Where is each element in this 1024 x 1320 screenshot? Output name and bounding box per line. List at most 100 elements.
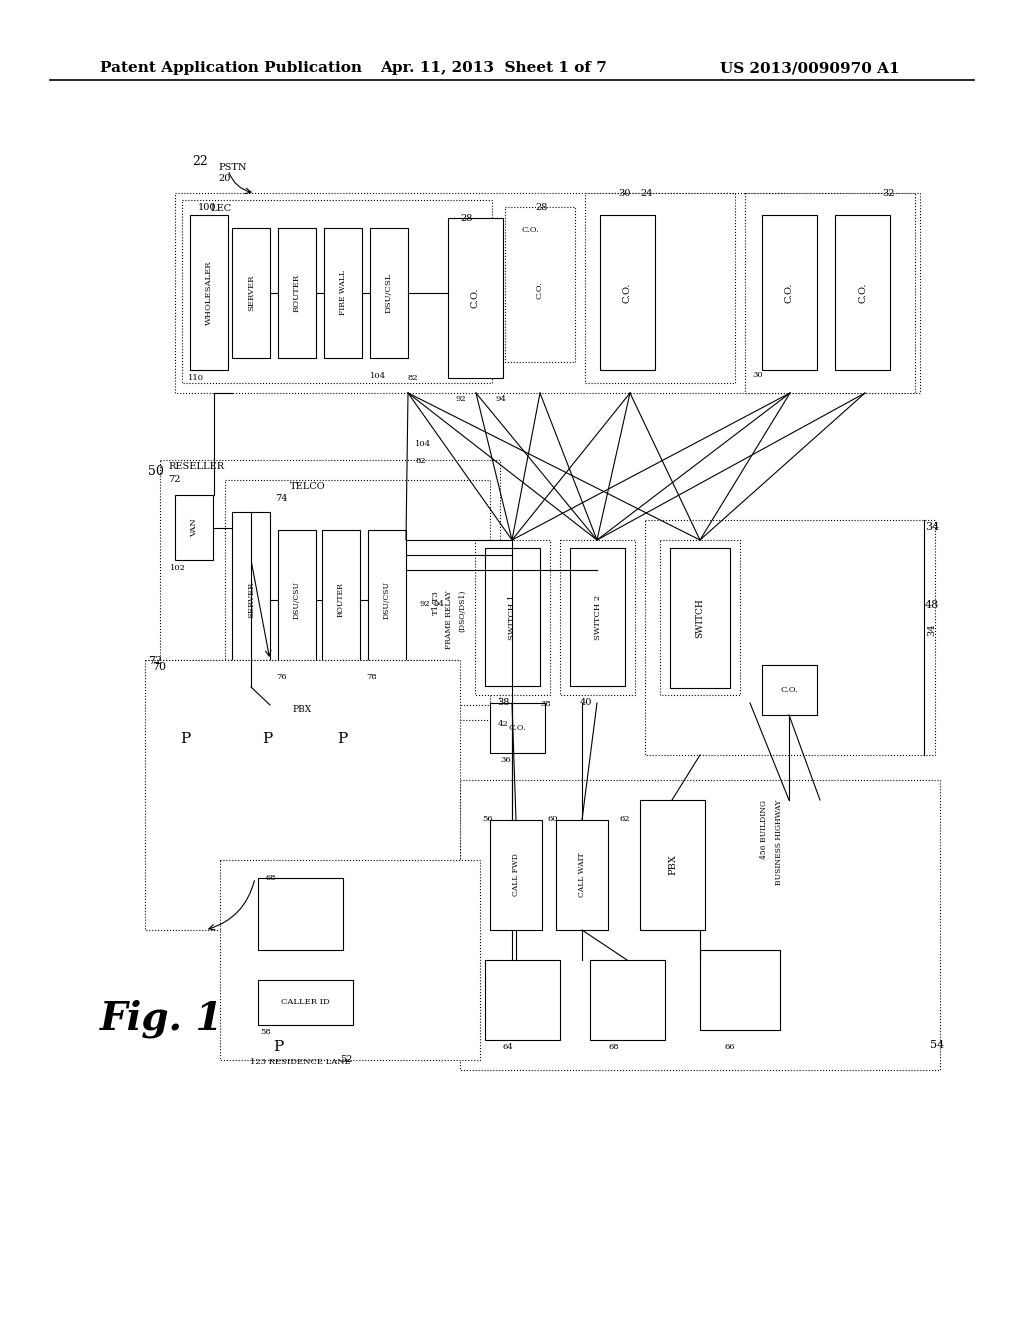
Text: 22: 22 [193, 154, 208, 168]
Text: PBX: PBX [293, 705, 312, 714]
Text: 58: 58 [260, 1028, 270, 1036]
Text: C.O.: C.O. [623, 282, 632, 302]
Bar [570, 548, 625, 686]
Text: C.O.: C.O. [780, 686, 799, 694]
Text: 20: 20 [218, 174, 230, 183]
Bar [368, 531, 406, 671]
Text: Apr. 11, 2013  Sheet 1 of 7: Apr. 11, 2013 Sheet 1 of 7 [380, 61, 607, 75]
Text: 104: 104 [370, 372, 386, 380]
Text: 36: 36 [500, 756, 511, 764]
Bar [190, 215, 228, 370]
Text: FRAME RELAY: FRAME RELAY [445, 590, 453, 648]
Text: 28: 28 [460, 214, 472, 223]
Bar [590, 960, 665, 1040]
Text: 64: 64 [503, 1043, 513, 1051]
Text: 68: 68 [265, 874, 275, 882]
Text: 38: 38 [497, 698, 509, 708]
Text: 123 RESIDENCE LANE: 123 RESIDENCE LANE [250, 1059, 351, 1067]
Text: T1/T3: T1/T3 [432, 590, 440, 615]
Text: (DSO/DS1): (DSO/DS1) [458, 590, 466, 632]
Text: 34: 34 [927, 624, 936, 636]
Text: C.O.: C.O. [471, 288, 480, 309]
Bar [225, 480, 490, 705]
Bar [232, 228, 270, 358]
Bar [475, 540, 550, 696]
Text: VAN: VAN [190, 519, 198, 537]
Text: 74: 74 [275, 494, 288, 503]
Text: 76: 76 [276, 673, 287, 681]
Text: 104: 104 [415, 440, 431, 447]
Text: ROUTER: ROUTER [337, 582, 345, 618]
Text: 72: 72 [168, 475, 180, 484]
Bar [645, 520, 935, 755]
Text: 60: 60 [548, 814, 558, 822]
Text: 68: 68 [608, 1043, 620, 1051]
Text: PSTN: PSTN [218, 162, 247, 172]
Text: 110: 110 [188, 374, 204, 381]
Text: 72: 72 [148, 656, 162, 667]
Bar [485, 548, 540, 686]
Text: C.O.: C.O. [509, 723, 526, 733]
Bar [160, 459, 500, 719]
Bar [148, 660, 458, 861]
Bar [460, 780, 940, 1071]
Text: C.O.: C.O. [858, 282, 867, 302]
Text: 94: 94 [433, 601, 443, 609]
Bar [762, 215, 817, 370]
Bar [660, 540, 740, 696]
Text: C.O.: C.O. [536, 281, 544, 298]
Bar [165, 668, 220, 726]
Bar [600, 215, 655, 370]
Text: P: P [337, 733, 347, 746]
Text: 70: 70 [152, 663, 166, 672]
Text: US 2013/0090970 A1: US 2013/0090970 A1 [720, 61, 900, 75]
Text: RESELLER: RESELLER [168, 462, 224, 471]
Text: 102: 102 [170, 564, 186, 572]
Bar [505, 207, 575, 362]
Text: 50: 50 [148, 465, 164, 478]
Bar [762, 665, 817, 715]
Bar [324, 228, 362, 358]
Text: 92: 92 [420, 601, 431, 609]
Text: 24: 24 [640, 189, 652, 198]
Bar [640, 800, 705, 931]
Bar [485, 960, 560, 1040]
Text: SERVER: SERVER [247, 275, 255, 312]
Bar [449, 218, 503, 378]
Text: 82: 82 [415, 457, 426, 465]
Text: DSU/CSU: DSU/CSU [383, 581, 391, 619]
Bar [556, 820, 608, 931]
Text: Patent Application Publication: Patent Application Publication [100, 61, 362, 75]
Text: 94: 94 [495, 395, 506, 403]
Bar [745, 193, 915, 393]
Text: 54: 54 [930, 1040, 944, 1049]
Text: P: P [180, 733, 190, 746]
Bar [145, 660, 460, 931]
Text: 30: 30 [618, 189, 631, 198]
Bar [232, 512, 270, 686]
Text: 66: 66 [725, 1043, 735, 1051]
Text: SWITCH: SWITCH [695, 598, 705, 638]
Text: 62: 62 [620, 814, 631, 822]
Bar [520, 230, 560, 350]
Text: SWITCH 1: SWITCH 1 [509, 594, 516, 640]
Text: Fig. 1: Fig. 1 [100, 1001, 223, 1039]
Bar [278, 228, 316, 358]
Text: 100: 100 [198, 203, 216, 213]
Bar [175, 193, 920, 393]
Bar [278, 531, 316, 671]
Text: TELCO: TELCO [290, 482, 326, 491]
Text: CALLER ID: CALLER ID [282, 998, 330, 1006]
Bar [700, 950, 780, 1030]
Bar [835, 215, 890, 370]
Text: P: P [272, 1040, 283, 1053]
Text: 42: 42 [498, 719, 509, 729]
Text: FIRE WALL: FIRE WALL [339, 271, 347, 315]
Text: 56: 56 [482, 814, 493, 822]
Bar [258, 878, 343, 950]
Text: 34: 34 [925, 521, 939, 532]
Bar [315, 668, 370, 726]
Bar [490, 820, 542, 931]
Text: 82: 82 [408, 374, 419, 381]
Text: 38: 38 [540, 700, 551, 708]
